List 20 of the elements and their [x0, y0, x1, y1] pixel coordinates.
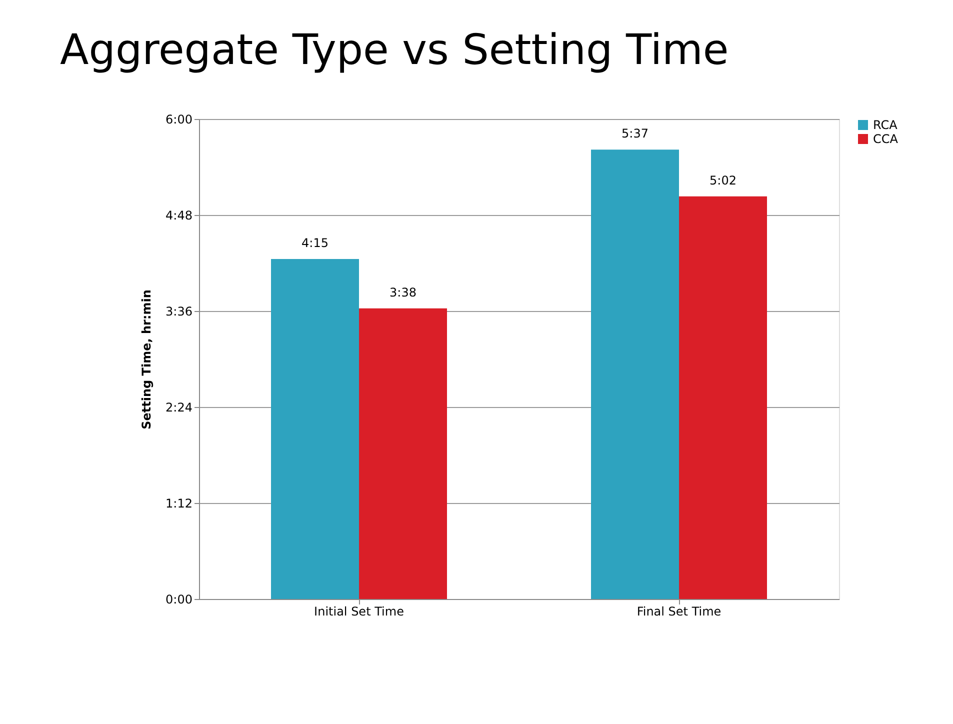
data-label: 5:02: [710, 173, 736, 188]
legend-label: CCA: [873, 132, 899, 146]
y-tick-label: 4:48: [166, 208, 192, 222]
bar: [359, 308, 447, 599]
y-tick-label: 0:00: [166, 592, 192, 606]
bar: [271, 259, 359, 599]
x-tick-label: Final Set Time: [636, 604, 722, 618]
legend-label: RCA: [873, 118, 898, 132]
data-label: 3:38: [390, 285, 416, 300]
y-tick-label: 6:00: [166, 112, 192, 126]
bar: [591, 150, 679, 599]
bar: [679, 196, 767, 599]
y-tick-label: 1:12: [166, 496, 192, 510]
x-tick-label: Initial Set Time: [314, 604, 404, 618]
y-tick-label: 3:36: [166, 304, 192, 318]
data-label: 4:15: [302, 236, 328, 250]
chart-title: Aggregate Type vs Setting Time: [60, 25, 729, 74]
y-axis-title: Setting Time, hr:min: [140, 290, 154, 430]
y-tick-label: 2:24: [166, 400, 192, 414]
data-label: 5:37: [622, 126, 648, 141]
